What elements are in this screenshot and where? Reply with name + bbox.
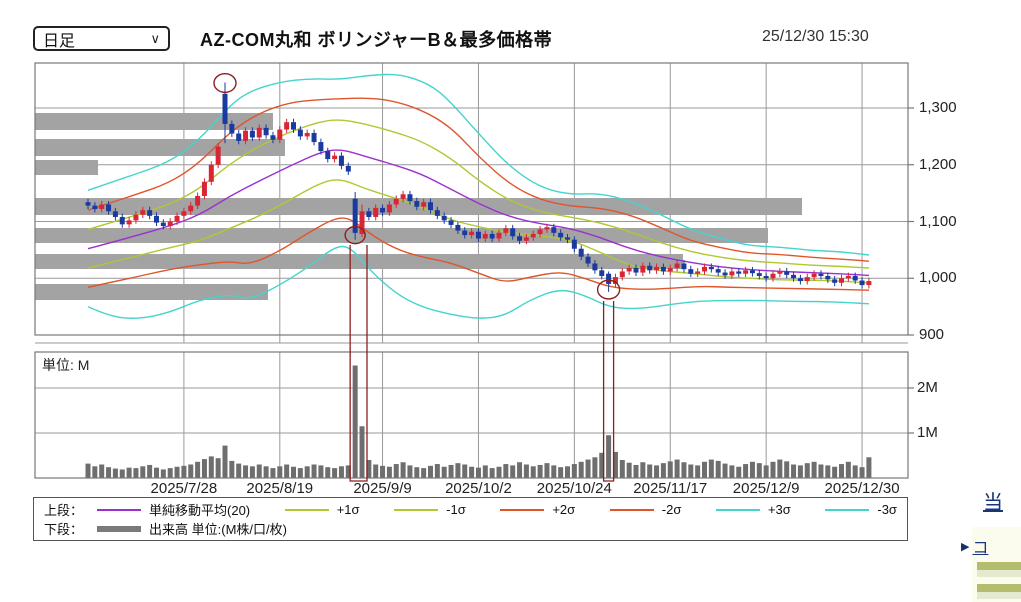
annotation-circle (344, 225, 366, 245)
legend-item: -2σ (609, 500, 682, 519)
interval-dropdown[interactable]: 日足 ∨ (33, 26, 170, 51)
side-menu-item-divider (977, 592, 1021, 599)
legend-item-label: +2σ (552, 502, 576, 517)
legend-line-swatch (825, 508, 870, 511)
band-p2 (87, 97, 870, 262)
side-comment-link[interactable]: ▶ コ (961, 534, 988, 558)
legend-item-label: -1σ (446, 502, 466, 517)
legend-item-label: -2σ (661, 502, 682, 517)
legend-row-upper-label: 上段： (44, 503, 84, 518)
band-sma (87, 149, 870, 277)
band-m1 (87, 179, 870, 284)
side-menu-item[interactable] (977, 584, 1021, 592)
volume-axis-label: 1M (917, 424, 938, 441)
legend-item: 単純移動平均(20) (97, 500, 250, 519)
legend-line-swatch (97, 508, 142, 511)
legend-line-swatch (500, 508, 545, 511)
legend-item-label: +3σ (767, 502, 791, 517)
annotation-circle (596, 279, 621, 300)
band-p3 (87, 73, 870, 256)
main-panel-frame (34, 62, 914, 336)
side-comment-link-label: コ (972, 540, 989, 557)
legend: 上段： 単純移動平均(20) +1σ -1σ +2σ -2σ +3σ -3σ 下段： 出来高… (33, 497, 908, 541)
legend-item-label: 単純移動平均(20) (149, 503, 251, 518)
legend-row-lower: 下段： 出来高 単位:(M株/口/枚) (44, 519, 897, 538)
bollinger-bands (87, 73, 870, 319)
legend-row-upper: 上段： 単純移動平均(20) +1σ -1σ +2σ -2σ +3σ -3σ (44, 500, 897, 519)
volume-swatch (97, 525, 142, 532)
chevron-down-icon: ∨ (150, 30, 160, 46)
legend-item: +2σ (500, 500, 575, 519)
volume-axis-label: 2M (917, 379, 938, 396)
interval-dropdown-value: 日足 (43, 32, 76, 50)
legend-item: -1σ (394, 500, 466, 519)
date-axis-label: 2025/9/9 (353, 480, 412, 497)
legend-item-volume: 出来高 単位:(M株/口/枚) (97, 519, 287, 538)
candles-layer (85, 82, 872, 292)
annotations (213, 72, 621, 482)
date-axis-label: 2025/12/30 (824, 480, 900, 497)
quote-timestamp: 25/12/30 15:30 (762, 28, 869, 45)
volume-panel-frame (34, 351, 914, 479)
legend-line-swatch (394, 508, 439, 511)
legend-line-swatch (715, 508, 760, 511)
volume-unit-label: 単位: M (42, 357, 90, 373)
legend-item: +1σ (284, 500, 360, 519)
date-axis-label: 2025/7/28 (150, 480, 218, 497)
band-m3 (87, 245, 870, 319)
legend-item-label: -3σ (877, 502, 897, 517)
volume-bars (85, 365, 872, 478)
date-axis-label: 2025/11/17 (633, 480, 708, 497)
chart-title: AZ-COM丸和 ボリンジャーB＆最多価格帯 (200, 30, 553, 50)
triangle-right-icon: ▶ (961, 540, 970, 553)
legend-line-swatch (284, 508, 329, 511)
annotation-box (349, 245, 368, 482)
price-axis-label: 900 (919, 326, 945, 343)
annotation-circle (213, 72, 237, 94)
legend-item: -3σ (825, 500, 897, 519)
band-p1 (87, 119, 870, 269)
side-link[interactable]: 当 (983, 492, 1003, 514)
annotation-box (602, 301, 615, 482)
price-axis-label: 1,300 (919, 99, 957, 116)
legend-line-swatch (609, 508, 654, 511)
date-axis-label: 2025/10/24 (536, 480, 612, 497)
date-axis-label: 2025/10/2 (445, 480, 512, 497)
legend-row-lower-label: 下段： (44, 522, 84, 537)
date-axis-label: 2025/12/9 (732, 480, 800, 497)
band-m2 (87, 217, 870, 291)
date-axis-label: 2025/8/19 (246, 480, 314, 497)
price-axis-label: 1,100 (919, 212, 957, 230)
side-menu-item-divider (977, 570, 1021, 577)
price-axis-label: 1,200 (919, 155, 957, 173)
legend-item: +3σ (715, 500, 791, 519)
legend-item-label: +1σ (336, 502, 360, 517)
price-axis-label: 1,000 (919, 269, 957, 287)
volume-panel (35, 352, 908, 478)
side-menu-item[interactable] (977, 562, 1021, 570)
legend-volume-label: 出来高 単位:(M株/口/枚) (149, 522, 287, 537)
